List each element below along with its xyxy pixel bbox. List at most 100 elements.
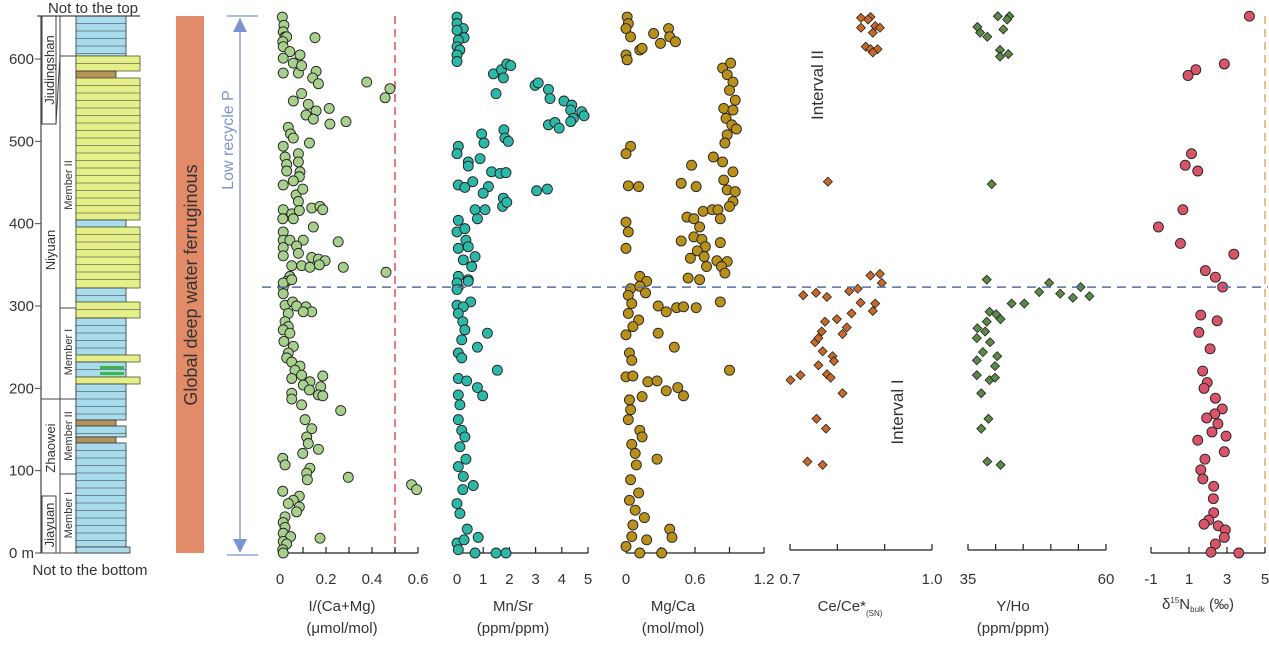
d15n-sup: 15 [1170, 596, 1179, 605]
member-niyuan-1: Member I [63, 329, 75, 375]
data-point [1044, 277, 1055, 289]
data-point [459, 223, 471, 235]
data-point [971, 333, 982, 344]
data-point [291, 506, 303, 518]
data-point [802, 456, 813, 467]
data-point [314, 532, 326, 544]
data-point [459, 431, 471, 443]
data-point [725, 57, 737, 69]
data-point [828, 356, 840, 367]
x-tick-label: 5 [1261, 571, 1269, 588]
x-tick-label: 4 [558, 571, 566, 588]
data-point [461, 523, 473, 535]
data-point [287, 175, 299, 187]
data-point [284, 46, 296, 58]
data-point [1198, 518, 1210, 530]
data-point [625, 404, 637, 416]
arrow-down-icon [233, 539, 247, 553]
jiudingshan-connector [55, 55, 61, 125]
data-point [1212, 418, 1224, 430]
data-point [342, 471, 354, 483]
data-point [307, 221, 319, 233]
data-point [451, 148, 463, 160]
data-point [1193, 326, 1205, 338]
data-point [874, 268, 885, 279]
data-point [302, 438, 314, 449]
data-point [670, 36, 681, 48]
data-point [668, 341, 680, 353]
data-point [1208, 507, 1220, 519]
data-point [287, 213, 299, 225]
data-point [297, 306, 309, 318]
data-point [989, 372, 1001, 383]
data-point [461, 375, 473, 387]
data-point [286, 260, 298, 272]
data-point [296, 60, 308, 72]
data-point [876, 277, 887, 289]
data-point [380, 266, 392, 278]
data-point [719, 267, 731, 279]
depth-tick-label: 200 [9, 380, 34, 397]
x-tick-label: -1 [1144, 571, 1157, 588]
data-point [810, 287, 822, 298]
data-point [995, 459, 1006, 470]
bottom-note: Not to the bottom [32, 562, 147, 579]
data-point [379, 92, 391, 104]
data-point [1067, 292, 1078, 303]
data-point [630, 459, 642, 471]
data-point [622, 307, 634, 319]
data-point [971, 355, 982, 366]
low-recycle-p-label: Low recycle P [220, 90, 237, 190]
data-point [1199, 265, 1211, 277]
data-point [648, 28, 660, 39]
x-tick-label: 60 [1098, 571, 1115, 588]
data-point [629, 447, 641, 459]
data-point [666, 531, 678, 543]
data-point [471, 213, 483, 225]
data-point [634, 547, 646, 559]
data-point [622, 180, 634, 192]
data-point [626, 531, 638, 542]
data-point [821, 291, 832, 303]
data-point [1197, 365, 1209, 377]
data-point [714, 296, 726, 308]
data-point [501, 196, 513, 208]
data-point [317, 390, 329, 402]
axis-title-y-ho: Y/Ho [996, 598, 1029, 615]
data-point [279, 459, 291, 471]
ferruginous-label: Global deep water ferruginous [181, 164, 201, 405]
data-point [992, 351, 1003, 362]
x-tick-label: 0.4 [362, 571, 383, 588]
data-point [691, 245, 703, 257]
data-point [490, 547, 502, 559]
data-point [721, 69, 733, 81]
data-point [309, 32, 321, 44]
data-point [682, 272, 694, 284]
data-point [297, 183, 309, 195]
data-point [467, 176, 479, 188]
data-point [1034, 286, 1045, 298]
depth-tick-label: 600 [9, 51, 34, 68]
data-point [286, 274, 298, 286]
data-point [624, 494, 635, 506]
data-point [724, 364, 735, 376]
data-point [1220, 430, 1232, 442]
data-point [452, 214, 464, 226]
data-point [863, 14, 874, 25]
data-point [626, 354, 638, 366]
data-point [452, 544, 464, 556]
data-point [1177, 204, 1189, 216]
depth-tick-label: 500 [9, 133, 34, 150]
data-point [1055, 288, 1066, 299]
data-point [1204, 343, 1216, 355]
data-point [620, 216, 632, 228]
data-point [625, 474, 637, 486]
dolomite-layer [75, 226, 141, 289]
data-point [624, 394, 635, 406]
shale-layer [75, 436, 117, 444]
panel-4: 35 60 [960, 11, 1115, 588]
ce-title-sub: (SN) [866, 609, 883, 618]
data-point [820, 423, 832, 434]
data-point [730, 123, 742, 135]
data-point [277, 250, 289, 262]
